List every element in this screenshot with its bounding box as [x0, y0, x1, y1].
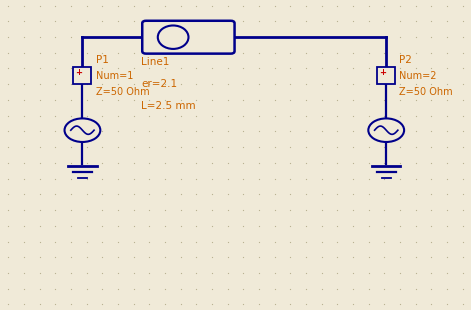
Bar	[377, 67, 395, 84]
Text: Z=50 Ohm: Z=50 Ohm	[96, 87, 149, 97]
Circle shape	[65, 118, 100, 142]
Text: L=2.5 mm: L=2.5 mm	[141, 101, 196, 111]
Text: Z=50 Ohm: Z=50 Ohm	[399, 87, 453, 97]
Text: Num=2: Num=2	[399, 71, 437, 81]
Text: er=2.1: er=2.1	[141, 79, 178, 89]
Bar	[73, 67, 91, 84]
Ellipse shape	[158, 25, 188, 49]
Circle shape	[368, 118, 404, 142]
Text: P2: P2	[399, 55, 412, 65]
Text: +: +	[379, 68, 386, 77]
Text: Line1: Line1	[141, 57, 170, 67]
FancyBboxPatch shape	[142, 21, 235, 54]
Text: P1: P1	[96, 55, 108, 65]
Text: Num=1: Num=1	[96, 71, 133, 81]
Text: +: +	[75, 68, 82, 77]
